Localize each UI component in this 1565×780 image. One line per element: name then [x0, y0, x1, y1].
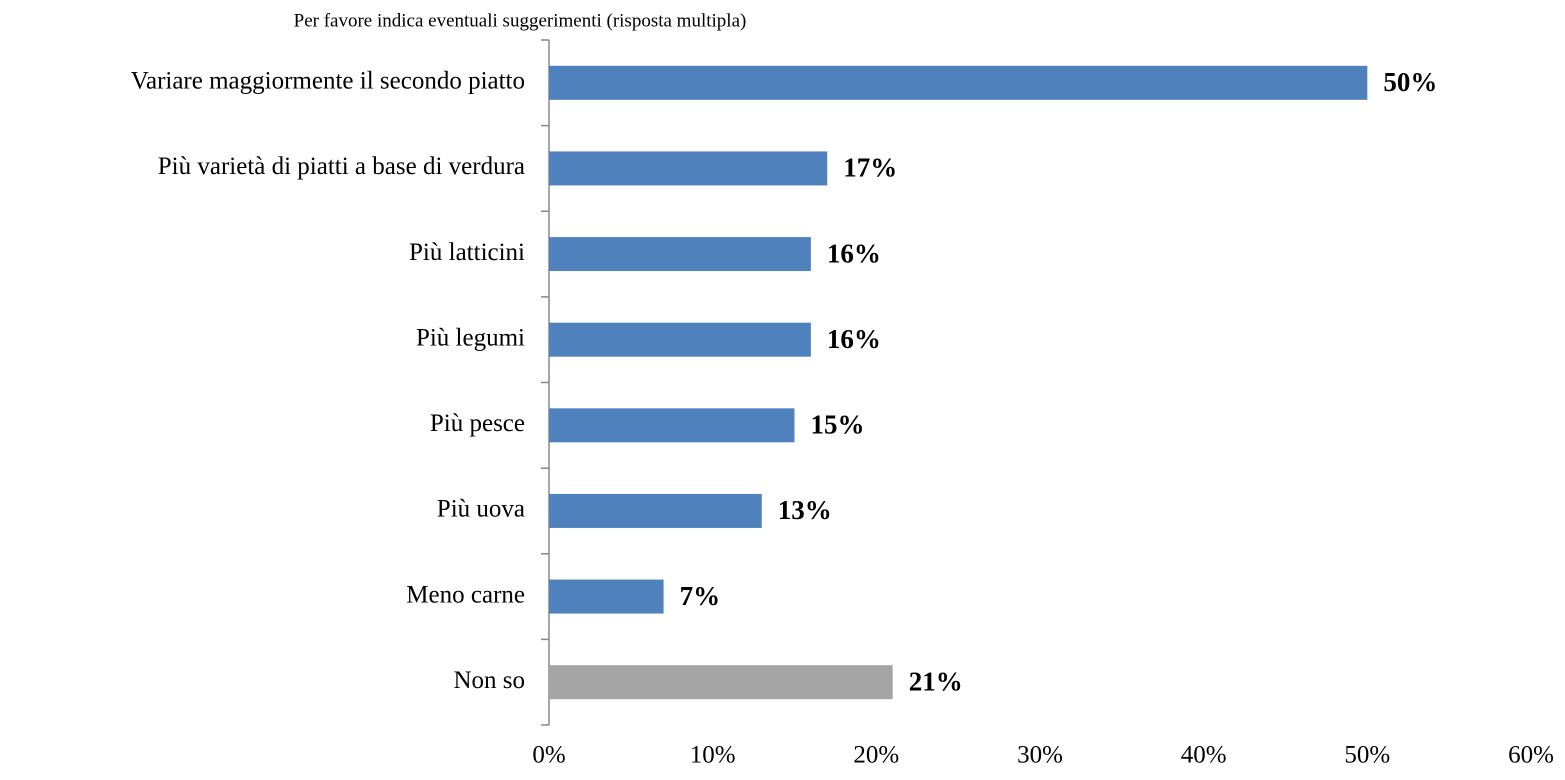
bar — [549, 65, 1368, 100]
x-tick-label: 50% — [1344, 742, 1390, 769]
bar — [549, 579, 664, 614]
bar — [549, 151, 828, 186]
bar — [549, 237, 811, 272]
x-tick-label: 40% — [1181, 742, 1227, 769]
data-label: 16% — [827, 238, 881, 268]
chart-title: Per favore indica eventuali suggerimenti… — [294, 10, 747, 31]
data-label: 21% — [909, 666, 963, 696]
x-tick-label: 10% — [690, 742, 736, 769]
y-tick-label: Variare maggiormente il secondo piatto — [131, 68, 525, 95]
y-tick-label: Non so — [453, 667, 525, 694]
x-tick-label: 0% — [532, 742, 565, 769]
y-tick-label: Più varietà di piatti a base di verdura — [158, 153, 525, 180]
y-tick-label: Meno carne — [406, 581, 525, 608]
data-label: 15% — [811, 410, 865, 440]
data-label: 7% — [680, 581, 721, 611]
data-label: 50% — [1383, 67, 1437, 97]
bar — [549, 665, 893, 700]
data-label: 16% — [827, 324, 881, 354]
y-tick-label: Più pesce — [430, 410, 525, 437]
x-tick-label: 20% — [853, 742, 899, 769]
y-tick-label: Più latticini — [409, 239, 525, 266]
x-tick-label: 60% — [1508, 742, 1554, 769]
y-tick-label: Più uova — [437, 496, 525, 523]
bar — [549, 408, 795, 443]
data-label: 13% — [778, 495, 832, 525]
bar — [549, 493, 762, 528]
x-tick-label: 30% — [1017, 742, 1063, 769]
data-label: 17% — [843, 153, 897, 183]
y-tick-label: Più legumi — [416, 324, 525, 351]
bar — [549, 322, 811, 357]
